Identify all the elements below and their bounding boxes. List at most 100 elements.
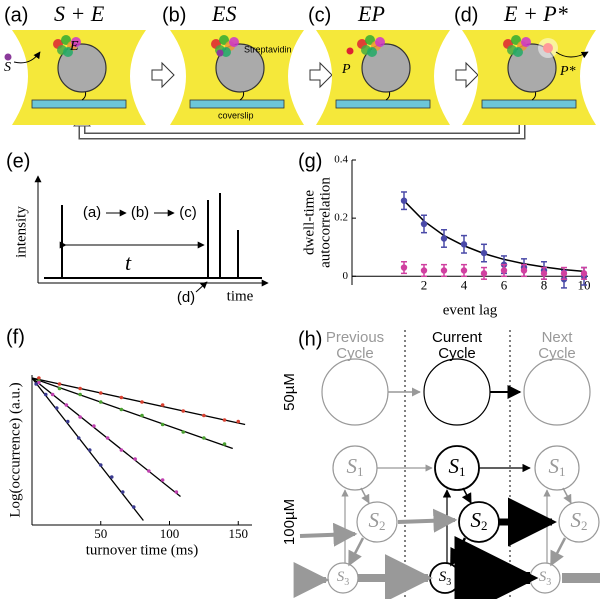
enzyme — [229, 37, 239, 47]
point — [37, 380, 41, 385]
substrate-arrow — [13, 51, 41, 64]
substrate — [4, 53, 12, 61]
point — [580, 270, 588, 277]
feedback-arrow-inner — [80, 118, 524, 138]
state-index: 1 — [357, 464, 364, 479]
release-arrow — [555, 51, 589, 59]
point — [133, 457, 137, 461]
column-title: Cycle — [438, 345, 476, 362]
coverslip — [335, 99, 431, 109]
point — [78, 386, 82, 391]
point — [500, 267, 508, 274]
point — [78, 392, 82, 397]
panel-label: (a) — [4, 4, 28, 26]
point — [440, 267, 448, 274]
state-symbol: S — [439, 569, 447, 585]
state-label: S1 — [347, 454, 364, 479]
panel-title: ES — [211, 1, 236, 26]
feedback-arrow — [78, 118, 526, 140]
point — [140, 413, 144, 418]
panel-label: (b) — [162, 4, 186, 26]
y-tick-label: 0.2 — [334, 212, 348, 224]
panel-label: (c) — [308, 4, 331, 26]
point — [64, 403, 69, 407]
interval-label: t — [125, 250, 132, 275]
point — [98, 463, 103, 467]
point — [181, 409, 186, 413]
product-label: P — [341, 62, 351, 77]
enzyme-label: E — [69, 39, 79, 54]
fit-line — [403, 200, 585, 273]
transition — [449, 537, 467, 567]
state-symbol: S — [347, 454, 358, 478]
released-label: P* — [559, 64, 576, 79]
enzyme — [521, 37, 531, 47]
point — [460, 241, 468, 248]
y-tick-label: 0 — [343, 270, 349, 282]
point — [400, 264, 408, 271]
streptavidin-label: Streptavidin — [244, 44, 292, 54]
step-arrow — [309, 61, 333, 89]
x-tick-label: 50 — [94, 526, 107, 541]
state-symbol: S — [571, 508, 582, 532]
column-title: Next — [542, 329, 574, 346]
point — [460, 267, 468, 274]
y-label: intensity — [13, 206, 29, 258]
panel-label: (g) — [298, 150, 322, 172]
state-symbol: S — [549, 454, 560, 478]
event-label: (d) — [177, 289, 195, 306]
state-index: 2 — [581, 518, 588, 533]
point — [440, 235, 448, 242]
transition — [347, 537, 365, 567]
state-symbol: S — [337, 569, 345, 585]
coverslip-label: coverslip — [218, 110, 254, 120]
step-arrow — [455, 61, 479, 89]
state-index: 3 — [546, 577, 551, 588]
point — [119, 448, 124, 452]
x-tick-label: 6 — [501, 277, 508, 292]
point — [202, 436, 206, 440]
cycle-arrow — [397, 508, 458, 533]
panel-label: (d) — [454, 4, 478, 26]
product — [346, 47, 354, 55]
substrate-label: S — [4, 60, 11, 75]
transition — [562, 487, 572, 504]
column-title: Previous — [326, 329, 384, 346]
x-tick-label: 4 — [461, 277, 468, 292]
panel-label: (e) — [6, 150, 30, 172]
point — [65, 419, 70, 424]
point — [147, 469, 151, 473]
state-index: 2 — [379, 518, 386, 533]
column-title: Cycle — [336, 345, 374, 362]
step-label: (a) — [83, 204, 101, 221]
point — [109, 475, 114, 479]
point — [119, 407, 124, 412]
cycle-state — [523, 358, 591, 426]
state-node — [534, 445, 580, 491]
point — [400, 197, 408, 204]
point — [540, 270, 548, 277]
state-node — [558, 501, 600, 543]
panel-title: EP — [357, 1, 385, 26]
point — [78, 415, 82, 419]
point — [87, 448, 92, 452]
panel-title: S + E — [54, 1, 105, 26]
state-label: S3 — [539, 569, 552, 588]
state-symbol: S — [449, 454, 460, 478]
panel-title: E + P* — [503, 1, 568, 26]
coverslip — [31, 99, 127, 109]
panel-label: (h) — [298, 328, 322, 350]
cycle-state — [321, 358, 389, 426]
enzyme — [513, 47, 523, 57]
point — [57, 386, 62, 391]
coverslip — [189, 99, 285, 109]
enzyme — [71, 37, 81, 47]
step-arrow — [151, 61, 175, 89]
point — [92, 424, 96, 428]
state-index: 3 — [344, 577, 349, 588]
point — [174, 490, 179, 494]
transition — [360, 487, 370, 504]
row-label: 50µM — [281, 373, 298, 411]
state-symbol: S — [539, 569, 547, 585]
point — [560, 270, 568, 277]
